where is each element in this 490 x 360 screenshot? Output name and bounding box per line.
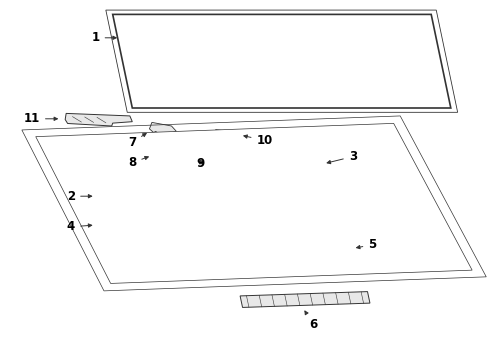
Text: 8: 8 bbox=[128, 156, 148, 169]
Polygon shape bbox=[307, 154, 344, 163]
Ellipse shape bbox=[151, 148, 172, 158]
Text: 9: 9 bbox=[197, 157, 205, 170]
Polygon shape bbox=[151, 131, 162, 139]
Ellipse shape bbox=[208, 149, 228, 159]
Ellipse shape bbox=[156, 150, 168, 156]
Text: 10: 10 bbox=[244, 134, 273, 147]
Polygon shape bbox=[65, 113, 132, 126]
Polygon shape bbox=[240, 292, 370, 307]
Polygon shape bbox=[220, 138, 233, 144]
Polygon shape bbox=[149, 122, 176, 134]
Polygon shape bbox=[216, 130, 250, 140]
Text: 6: 6 bbox=[305, 311, 318, 331]
Polygon shape bbox=[36, 123, 472, 283]
Polygon shape bbox=[113, 14, 451, 108]
Text: 3: 3 bbox=[327, 150, 357, 164]
Ellipse shape bbox=[213, 151, 223, 157]
Text: 4: 4 bbox=[67, 220, 92, 233]
Text: 11: 11 bbox=[24, 112, 57, 125]
Text: 2: 2 bbox=[67, 190, 92, 203]
Polygon shape bbox=[300, 163, 335, 172]
Text: 5: 5 bbox=[357, 238, 376, 251]
Text: 7: 7 bbox=[128, 134, 146, 149]
Text: 1: 1 bbox=[92, 31, 116, 44]
Polygon shape bbox=[81, 148, 426, 259]
Polygon shape bbox=[148, 138, 161, 143]
